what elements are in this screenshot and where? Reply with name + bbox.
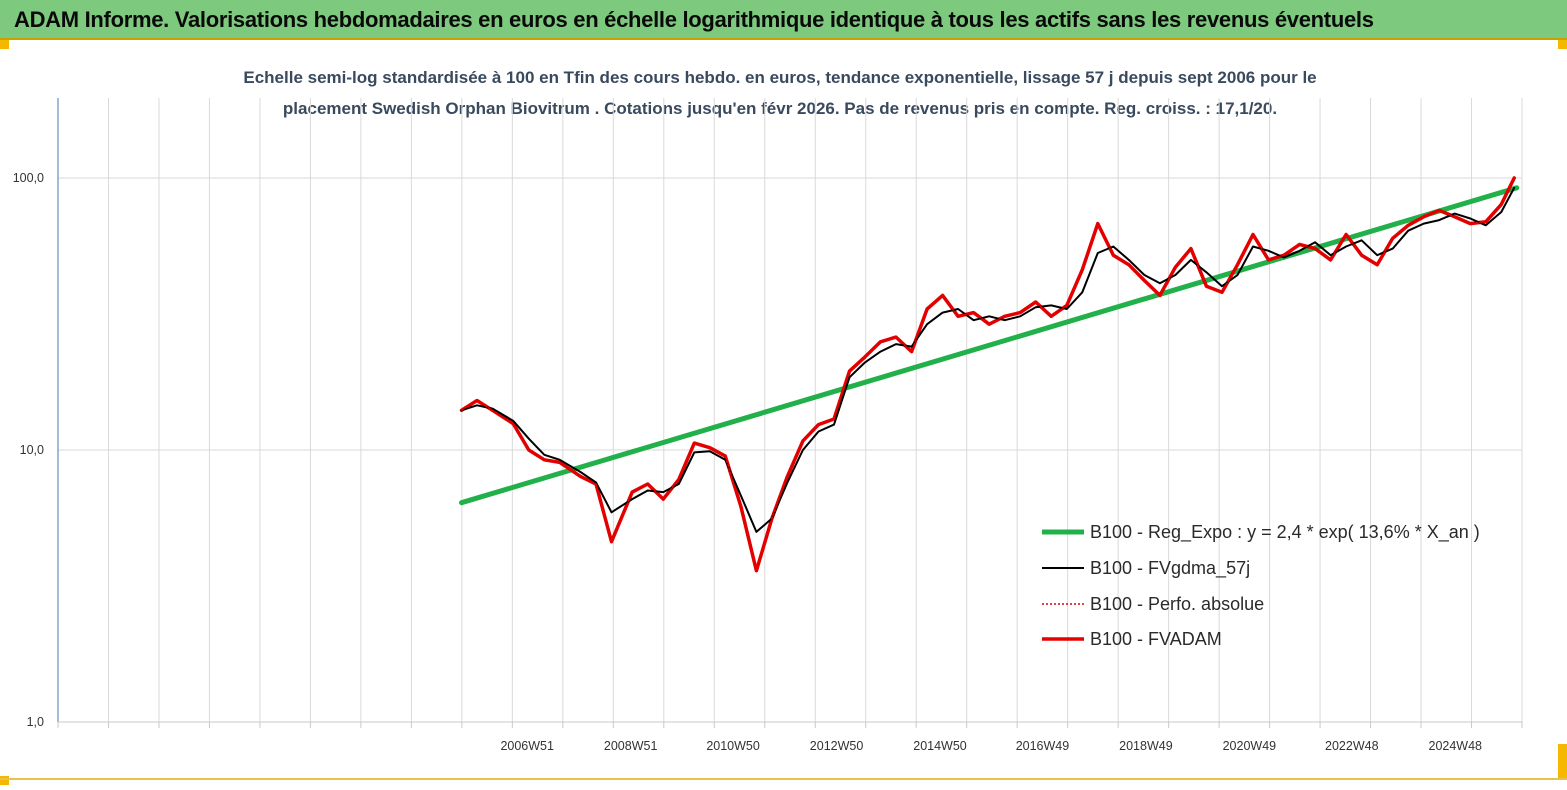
legend-label-3: B100 - FVADAM [1090,629,1222,649]
legend-label-1: B100 - FVgdma_57j [1090,558,1250,579]
series-line-0 [459,185,1520,506]
header-bar: ADAM Informe. Valorisations hebdomadaire… [0,0,1567,40]
chart-title-line-1: Echelle semi-log standardisée à 100 en T… [243,68,1317,87]
axis-layer: 1,0 10,0 100,0 2006W51 2008W51 2010W50 2012W50… [13,98,1523,753]
page-title: ADAM Informe. Valorisations hebdomadaire… [14,7,1374,32]
frame-corner-bottom-left [0,776,9,785]
legend-label-2: B100 - Perfo. absolue [1090,594,1264,614]
x-tick-label: 2018W49 [1119,739,1173,753]
y-tick-label: 1,0 [27,715,44,729]
frame-corner-top-left [0,40,9,49]
x-tick-label: 2006W51 [500,739,554,753]
frame-bottom-line [0,778,1567,780]
x-tick-label: 2014W50 [913,739,967,753]
x-tick-label: 2024W48 [1429,739,1483,753]
frame-corner-top-right [1558,40,1567,49]
frame-corner-bottom-right [1558,744,1567,780]
y-tick-label: 10,0 [20,443,44,457]
y-tick-label: 100,0 [13,171,44,185]
x-tick-label: 2010W50 [706,739,760,753]
chart-title-line-2: placement Swedish Orphan Biovitrum . Cot… [282,99,1278,118]
grid-layer [58,98,1523,722]
x-tick-label: 2016W49 [1016,739,1070,753]
x-tick-label: 2020W49 [1223,739,1277,753]
series-line-1 [460,186,1516,533]
x-tick-label: 2022W48 [1325,739,1379,753]
legend-label-0: B100 - Reg_Expo : y = 2,4 * exp( 13,6% *… [1090,522,1480,543]
x-tick-label: 2012W50 [810,739,864,753]
series-line-2 [460,177,1515,572]
x-tick-label: 2008W51 [604,739,658,753]
legend-layer: B100 - Reg_Expo : y = 2,4 * exp( 13,6% *… [1042,522,1480,649]
series-layer [459,176,1520,573]
